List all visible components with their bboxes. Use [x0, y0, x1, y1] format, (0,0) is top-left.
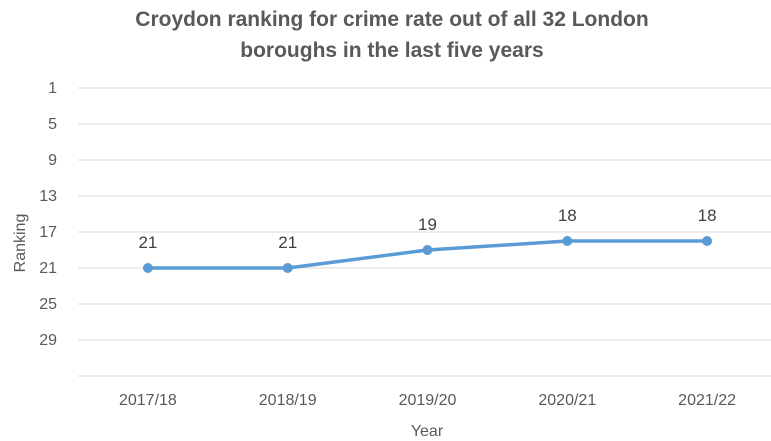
x-axis-ticks: 2017/18 2018/19 2019/20 2020/21 2021/22 [119, 392, 736, 409]
chart-title-line-2: boroughs in the last five years [240, 39, 543, 62]
x-axis-label: Year [411, 423, 444, 440]
data-point [142, 263, 153, 273]
y-axis-ticks: 1 5 9 13 17 21 25 29 [39, 80, 57, 349]
data-point [282, 263, 293, 273]
x-tick-label: 2020/21 [538, 392, 596, 409]
y-axis-label: Ranking [12, 214, 29, 273]
series-line-group [142, 236, 713, 273]
data-labels: 21 21 19 18 18 [138, 206, 716, 252]
x-tick-label: 2017/18 [119, 392, 177, 409]
y-tick-label: 13 [39, 188, 57, 205]
data-point [422, 245, 433, 255]
data-label: 18 [698, 206, 717, 225]
chart-title: Croydon ranking for crime rate out of al… [135, 8, 648, 62]
x-tick-label: 2019/20 [399, 392, 457, 409]
y-tick-label: 1 [48, 80, 57, 97]
data-label: 19 [418, 215, 437, 234]
data-label: 21 [278, 233, 297, 252]
x-tick-label: 2021/22 [678, 392, 736, 409]
x-tick-label: 2018/19 [259, 392, 317, 409]
y-tick-label: 9 [48, 152, 57, 169]
data-label: 18 [558, 206, 577, 225]
y-tick-label: 21 [39, 260, 57, 277]
data-point [702, 236, 713, 246]
y-tick-label: 29 [39, 332, 57, 349]
y-tick-label: 17 [39, 224, 57, 241]
y-tick-label: 25 [39, 296, 57, 313]
data-point [562, 236, 573, 246]
chart-title-line-1: Croydon ranking for crime rate out of al… [135, 8, 648, 31]
data-label: 21 [138, 233, 157, 252]
y-tick-label: 5 [48, 116, 57, 133]
